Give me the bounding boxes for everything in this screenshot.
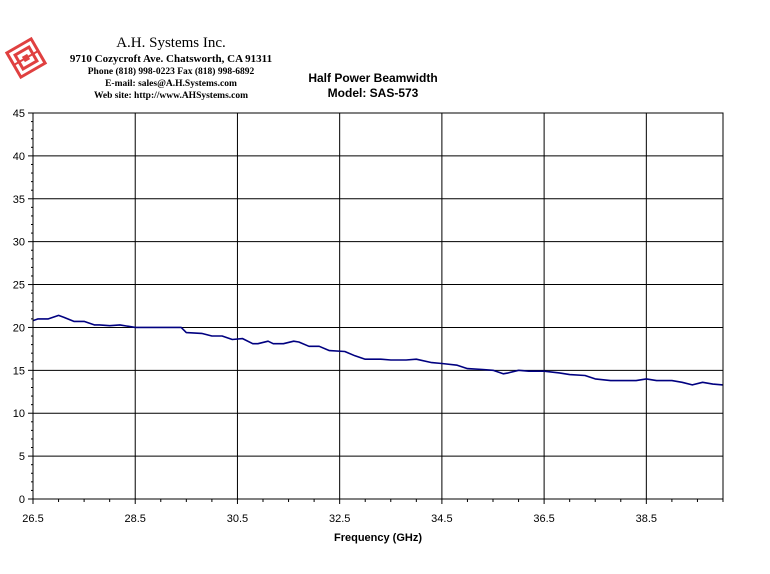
y-tick-label: 5 [19,451,25,463]
company-phone-fax: Phone (818) 998-0223 Fax (818) 998-6892 [87,67,255,77]
y-tick-label: 30 [13,237,25,249]
chart-grid [32,112,723,500]
x-tick-label: 38.5 [636,513,657,525]
y-tick-label: 40 [13,151,25,163]
company-email: E-mail: sales@A.H.Systems.com [105,79,237,89]
x-tick-label: 26.5 [22,513,43,525]
y-tick-label: 25 [13,280,25,292]
y-tick-label: 0 [19,494,25,506]
chart-series [32,314,724,386]
x-tick-label: 30.5 [227,513,248,525]
chart-title-block: Half Power Beamwidth Model: SAS-573 [260,71,486,101]
company-name: A.H. Systems Inc. [116,35,226,51]
chart-title: Half Power Beamwidth [308,71,438,85]
logo-mark [4,36,48,80]
company-header: A.H. Systems Inc. 9710 Cozycroft Ave. Ch… [40,34,302,102]
x-tick-label: 28.5 [125,513,146,525]
plot-frame [32,112,724,500]
x-tick-label: 34.5 [431,513,452,525]
y-tick-label: 45 [13,108,25,120]
x-tick-label: 32.5 [329,513,350,525]
x-axis-label: Frequency (GHz) [334,532,422,544]
y-tick-label: 10 [13,408,25,420]
chart-subtitle: Model: SAS-573 [327,86,419,100]
company-website: Web site: http://www.AHSystems.com [93,91,249,101]
company-address: 9710 Cozycroft Ave. Chatsworth, CA 91311 [69,53,273,65]
y-axis-ticks: 0 5 10 15 20 25 30 35 40 45 [13,108,33,506]
y-tick-label: 15 [13,365,25,377]
company-logo [4,36,48,80]
x-axis-ticks: 26.5 28.5 30.5 32.5 34.5 36.5 38.5 [22,499,724,525]
x-tick-label: 36.5 [533,513,554,525]
y-tick-label: 35 [13,194,25,206]
y-tick-label: 20 [13,322,25,334]
series-line [32,314,724,386]
